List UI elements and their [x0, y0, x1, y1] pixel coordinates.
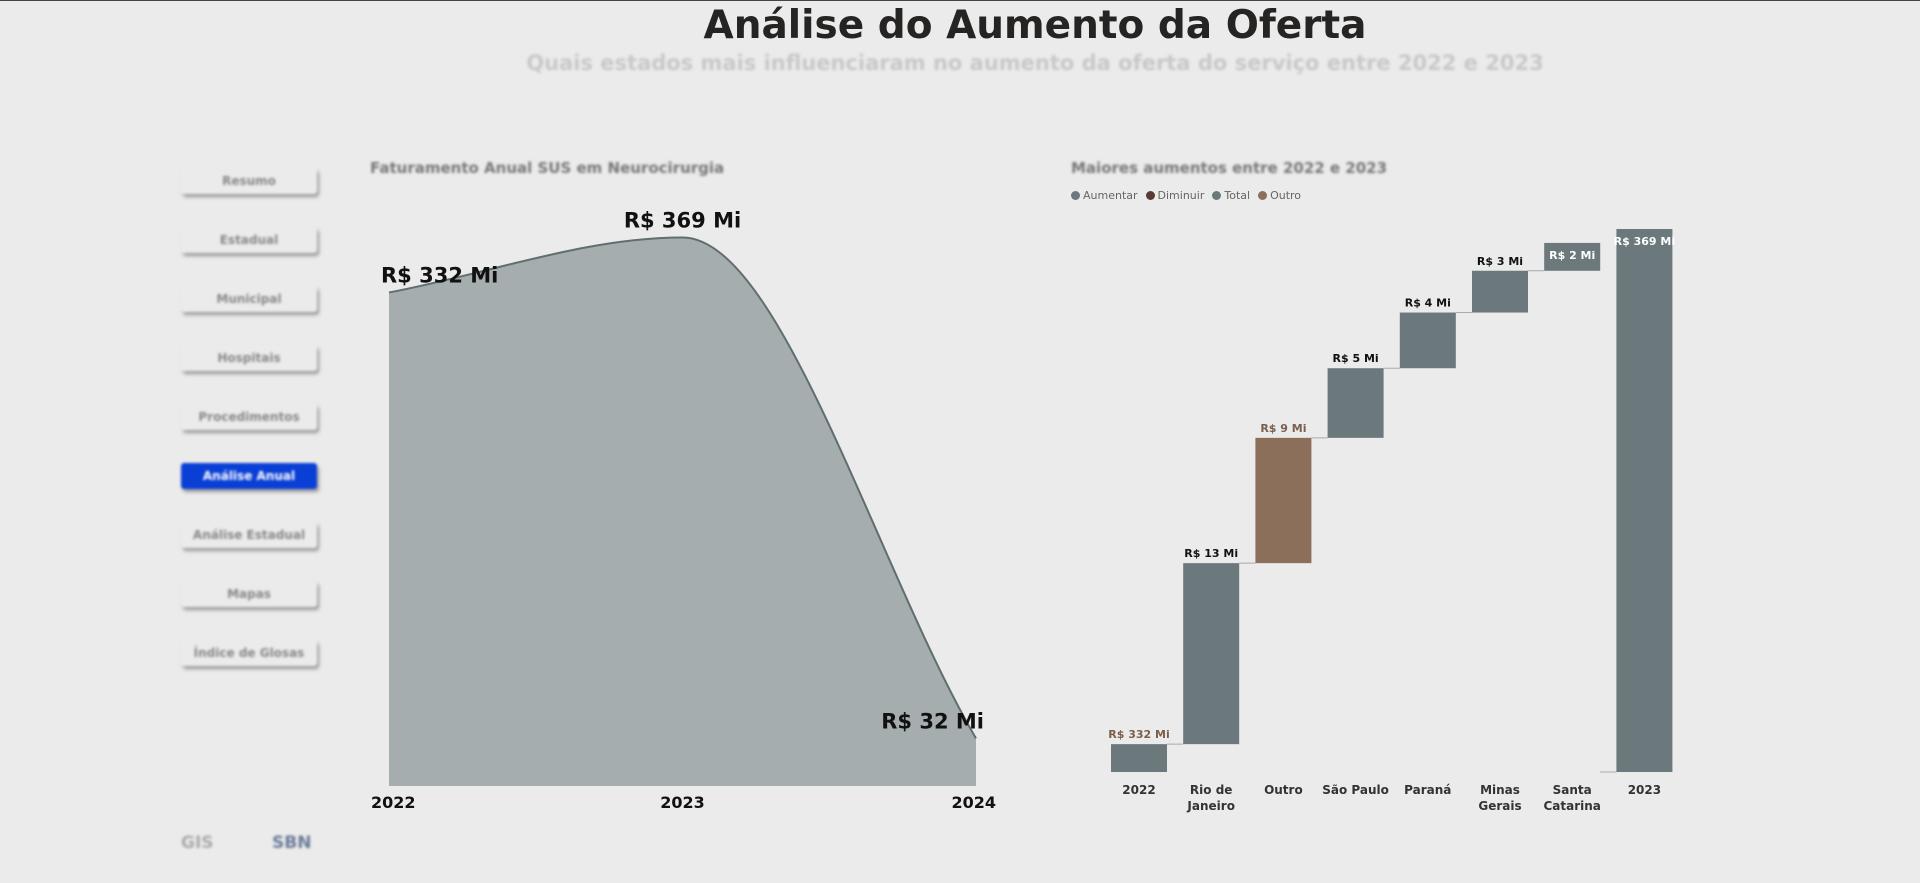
x-tick-label: 2023 — [1627, 783, 1662, 797]
data-label: R$ 32 Mi — [881, 709, 984, 733]
bar — [1544, 242, 1601, 271]
legend-swatch — [1212, 191, 1222, 200]
page-subtitle: Quais estados mais influenciaram no aume… — [526, 51, 1544, 75]
bar — [1111, 744, 1167, 772]
logo: SBN — [272, 833, 312, 853]
chart-title: Faturamento Anual SUS em Neurocirurgia — [370, 159, 725, 177]
x-tick-label: 2022 — [1122, 783, 1156, 797]
page-title: Análise do Aumento da Oferta — [703, 3, 1367, 48]
data-label: R$ 9 Mi — [1260, 422, 1306, 435]
legend-swatch — [1258, 191, 1268, 200]
x-tick-label: 2024 — [951, 793, 996, 812]
bar — [1399, 312, 1456, 369]
x-tick-label: 2023 — [660, 793, 705, 812]
x-tick-label: 2022 — [371, 793, 416, 812]
legend: Aumentar Diminuir Total Outro — [1071, 189, 1301, 202]
legend-label: Aumentar — [1083, 189, 1138, 202]
nav-button[interactable]: Estadual — [181, 227, 317, 253]
nav-button[interactable]: Análise Anual — [181, 463, 317, 489]
chart-title: Maiores aumentos entre 2022 e 2023 — [1071, 159, 1388, 177]
x-tick-label: Rio de Janeiro — [1187, 783, 1235, 813]
legend-swatch — [1145, 191, 1155, 200]
area-line — [388, 236, 977, 739]
nav-button[interactable]: Municipal — [181, 286, 317, 312]
area — [389, 237, 976, 787]
data-label: R$ 369 Mi — [624, 208, 741, 232]
bar — [1616, 229, 1673, 772]
legend-item: Aumentar — [1071, 189, 1138, 202]
nav-button[interactable]: Resumo — [181, 168, 317, 194]
data-label: R$ 332 Mi — [381, 263, 498, 287]
nav-button[interactable]: Procedimentos — [181, 404, 317, 430]
bar — [1255, 437, 1312, 564]
x-tick-label: Santa Catarina — [1543, 783, 1601, 813]
data-label: R$ 3 Mi — [1477, 255, 1523, 268]
x-tick-label: Outro — [1264, 783, 1303, 797]
data-label: R$ 332 Mi — [1108, 728, 1169, 741]
x-tick-label: Minas Gerais — [1478, 783, 1522, 813]
nav-button[interactable]: Mapas — [181, 581, 317, 607]
x-tick-label: Paraná — [1404, 783, 1452, 797]
data-label: R$ 369 Mi — [1614, 235, 1675, 248]
bar — [1183, 563, 1240, 745]
legend-item: Total — [1212, 189, 1250, 202]
legend-label: Total — [1224, 189, 1251, 202]
bar — [1327, 368, 1384, 438]
data-label: R$ 5 Mi — [1333, 352, 1379, 365]
x-tick-label: São Paulo — [1322, 783, 1389, 797]
logo: GIS — [181, 833, 214, 853]
legend-item: Outro — [1258, 189, 1301, 202]
legend-label: Outro — [1270, 189, 1302, 202]
legend-swatch — [1071, 191, 1080, 200]
legend-label: Diminuir — [1157, 189, 1205, 202]
data-label: R$ 13 Mi — [1184, 547, 1238, 560]
nav-button[interactable]: Hospitais — [181, 345, 317, 371]
data-label: R$ 4 Mi — [1405, 297, 1451, 310]
data-label: R$ 2 Mi — [1549, 249, 1595, 262]
bar — [1472, 270, 1528, 313]
legend-item: Diminuir — [1145, 189, 1205, 202]
nav-button[interactable]: Análise Estadual — [181, 522, 317, 548]
nav-button[interactable]: Índice de Glosas — [181, 640, 317, 666]
